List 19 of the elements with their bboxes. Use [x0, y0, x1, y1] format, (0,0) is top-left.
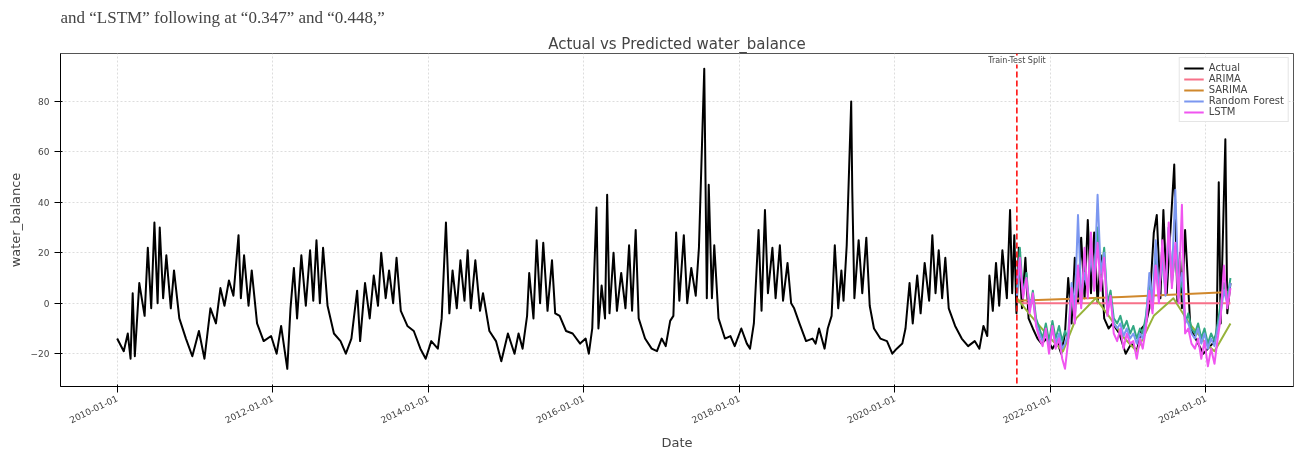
line-series: [1015, 203, 1232, 370]
y-tick-label: 20: [38, 248, 50, 259]
ref-line-label: Train-Test Split: [987, 55, 1046, 65]
y-axis-title: water_balance: [7, 172, 23, 268]
legend-label: ARIMA: [1208, 73, 1241, 84]
y-tick-label: 80: [38, 96, 50, 107]
text: and “LSTM” following at “0.347” and “0.448,”: [60, 7, 385, 27]
y-tick-label: 0: [43, 298, 50, 309]
line-series: [1015, 297, 1232, 353]
x-axis-title: Date: [661, 434, 693, 450]
legend-label: SARIMA: [1208, 84, 1248, 95]
chart-title: Actual vs Predicted water_balance: [548, 34, 806, 54]
y-tick-label: 40: [38, 197, 50, 208]
line-series: [1015, 188, 1232, 350]
y-tick-label: 60: [38, 147, 50, 158]
y-tick-label: −20: [30, 349, 50, 360]
legend-label: Actual: [1208, 62, 1241, 73]
legend-label: Random Forest: [1208, 95, 1284, 106]
legend-label: LSTM: [1208, 106, 1236, 117]
